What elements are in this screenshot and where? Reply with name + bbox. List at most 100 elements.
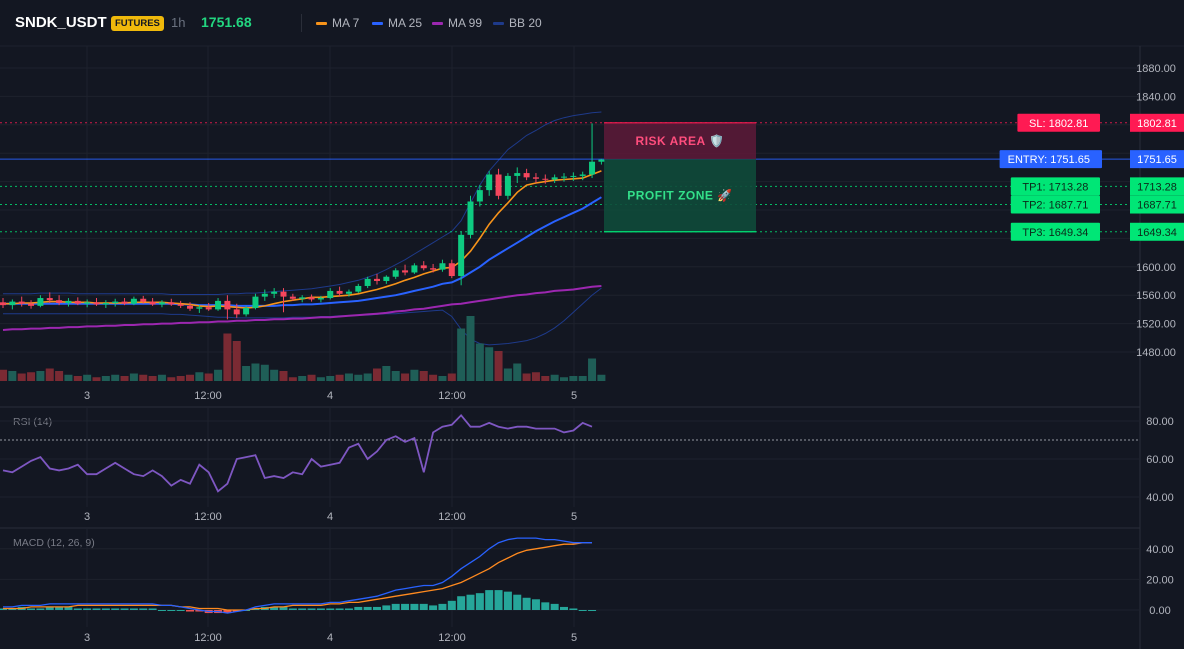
rsi-title: RSI (14) xyxy=(13,416,52,428)
chart-header: SNDK_USDT FUTURES 1h 1751.68 MA 7 MA 25 … xyxy=(0,0,1184,46)
candle-body xyxy=(121,301,128,304)
volume-bar xyxy=(298,376,307,381)
volume-bar xyxy=(494,351,503,381)
volume-bar xyxy=(129,373,138,381)
legend-ma25[interactable]: MA 25 xyxy=(372,16,422,30)
candle-body xyxy=(252,296,259,308)
volume-bar xyxy=(73,376,82,381)
candle-body xyxy=(486,174,493,191)
candle-body xyxy=(158,302,165,305)
level-axis-tag-tp3 xyxy=(1130,222,1184,241)
volume-bar xyxy=(373,368,381,381)
volume-bar xyxy=(157,374,166,381)
time-tick-label: 3 xyxy=(84,632,90,644)
level-tag-text-tp2: TP2: 1687.71 xyxy=(1022,200,1088,212)
candle-body xyxy=(336,290,343,294)
candle-body xyxy=(598,159,605,162)
bb20-swatch xyxy=(493,21,504,25)
macd-histogram-bar xyxy=(494,590,503,610)
ma7-swatch xyxy=(316,21,327,25)
candle-body xyxy=(289,296,296,299)
time-tick-label: 4 xyxy=(327,632,333,644)
macd-histogram-bar xyxy=(307,608,316,610)
volume-bar xyxy=(326,376,335,381)
macd-tick-label: 0.00 xyxy=(1149,605,1170,617)
volume-bar xyxy=(83,374,92,381)
volume-bar xyxy=(176,376,185,381)
macd-histogram-bar xyxy=(466,594,475,610)
candle-body xyxy=(364,278,371,286)
macd-histogram-bar xyxy=(531,599,540,610)
macd-histogram-bar xyxy=(382,605,391,610)
volume-bar xyxy=(45,368,54,381)
level-tag-text-sl: SL: 1802.81 xyxy=(1029,118,1088,130)
candle-body xyxy=(0,302,6,306)
volume-bar xyxy=(64,374,73,381)
time-tick-label: 12:00 xyxy=(194,511,222,523)
candle-body xyxy=(215,300,222,310)
volume-bar xyxy=(588,358,597,381)
timeframe-label[interactable]: 1h xyxy=(171,15,186,30)
volume-bar xyxy=(578,376,587,381)
volume-bar xyxy=(354,374,363,381)
legend-ma99[interactable]: MA 99 xyxy=(432,16,482,30)
macd-histogram-bar xyxy=(232,610,241,612)
rsi-tick-label: 60.00 xyxy=(1146,454,1174,466)
last-price: 1751.68 xyxy=(201,14,252,30)
symbol-title[interactable]: SNDK_USDT xyxy=(15,14,107,31)
legend-ma7-label: MA 7 xyxy=(332,16,360,30)
time-tick-label: 4 xyxy=(327,511,333,523)
macd-histogram-bar xyxy=(139,608,148,610)
legend-ma7[interactable]: MA 7 xyxy=(316,16,359,30)
candle-body xyxy=(467,201,474,235)
macd-histogram-bar xyxy=(279,606,288,610)
macd-histogram-bar xyxy=(195,610,204,612)
volume-bar xyxy=(101,376,110,381)
candle-body xyxy=(589,161,596,175)
volume-bar xyxy=(438,376,447,381)
level-axis-text-tp3: 1649.34 xyxy=(1137,227,1177,239)
macd-histogram-bar xyxy=(27,608,36,610)
candle-body xyxy=(308,297,315,300)
legend-bb20[interactable]: BB 20 xyxy=(493,16,542,30)
bb-lower-band xyxy=(3,287,602,346)
macd-histogram-bar xyxy=(354,606,363,610)
candle-body xyxy=(93,302,100,305)
macd-histogram-bar xyxy=(560,606,568,610)
macd-histogram-bar xyxy=(363,606,372,610)
candle-body xyxy=(243,307,250,315)
volume-bar xyxy=(485,347,494,381)
volume-bar xyxy=(475,343,484,381)
candle-body xyxy=(551,177,558,180)
volume-bar xyxy=(204,373,213,381)
candle-body xyxy=(532,177,539,179)
candle-body xyxy=(187,305,193,309)
macd-title: MACD (12, 26, 9) xyxy=(13,537,95,549)
level-axis-tag-tp1 xyxy=(1130,177,1184,196)
candle-body xyxy=(430,268,437,270)
candle-body xyxy=(345,291,352,294)
level-axis-tag-entry xyxy=(1130,150,1184,169)
volume-bar xyxy=(447,373,456,381)
macd-histogram-bar xyxy=(288,608,297,610)
candle-body xyxy=(9,301,16,306)
candle-body xyxy=(327,290,334,299)
time-tick-label: 3 xyxy=(84,390,90,402)
price-tick-label: 1520.00 xyxy=(1136,319,1176,331)
ma7-line xyxy=(3,170,602,309)
macd-histogram-bar xyxy=(316,608,325,610)
macd-histogram-bar xyxy=(344,608,353,610)
candle-body xyxy=(514,173,521,176)
level-axis-text-tp1: 1713.28 xyxy=(1137,181,1177,193)
level-axis-text-sl: 1802.81 xyxy=(1137,118,1177,130)
time-tick-label: 3 xyxy=(84,511,90,523)
time-tick-label: 5 xyxy=(571,390,577,402)
level-tag-text-entry: ENTRY: 1751.65 xyxy=(1008,154,1090,166)
candle-body xyxy=(196,307,203,309)
macd-histogram-bar xyxy=(176,610,185,611)
candle-body xyxy=(476,190,483,202)
macd-histogram-bar xyxy=(419,603,428,610)
time-tick-label: 5 xyxy=(571,632,577,644)
volume-bar xyxy=(410,369,419,381)
